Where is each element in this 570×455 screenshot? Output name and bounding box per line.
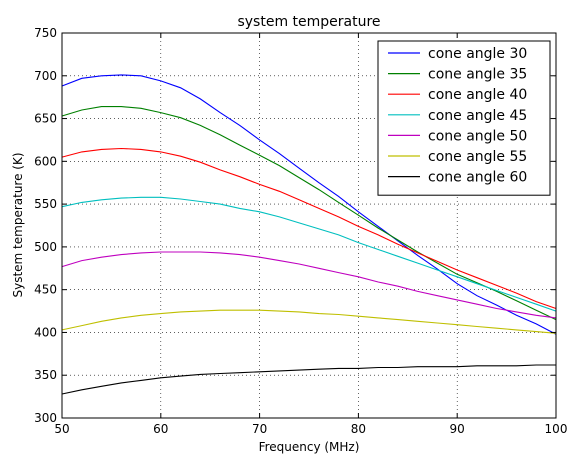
legend-label: cone angle 40: [428, 87, 527, 103]
legend-box: [377, 40, 551, 196]
series-line-1: [61, 74, 557, 335]
legend-label: cone angle 30: [428, 46, 527, 62]
series-line-3: [61, 147, 557, 310]
y-tick-label: 700: [34, 69, 57, 83]
axis-ticks: 50 60 70 80 90 100 300 350 400 450 500 550 600 650 700…: [34, 26, 567, 436]
x-tick-label: 60: [153, 422, 168, 436]
y-tick-label: 450: [34, 283, 57, 297]
plot-area-frame: [61, 32, 557, 419]
series-line-4: [61, 196, 557, 312]
legend-label: cone angle 35: [428, 67, 527, 83]
legend-label: cone angle 55: [428, 149, 527, 165]
legend: cone angle 30 cone angle 35 cone angle 40 c…: [377, 40, 551, 196]
y-axis-label: System temperature (K): [11, 152, 25, 297]
y-tick-label: 600: [34, 154, 57, 168]
y-tick-label: 550: [34, 197, 57, 211]
series-line-6: [61, 309, 557, 334]
y-tick-label: 400: [34, 325, 57, 339]
chart-title: system temperature: [237, 14, 380, 30]
y-tick-label: 500: [34, 240, 57, 254]
y-tick-label: 650: [34, 112, 57, 126]
y-tick-label: 350: [34, 368, 57, 382]
x-tick-label: 100: [545, 422, 568, 436]
x-tick-label: 90: [450, 422, 465, 436]
legend-label: cone angle 50: [428, 128, 527, 144]
series-line-5: [61, 251, 557, 319]
x-tick-label: 80: [351, 422, 366, 436]
x-axis-label: Frequency (MHz): [259, 440, 360, 454]
x-tick-label: 50: [54, 422, 69, 436]
x-tick-label: 70: [252, 422, 267, 436]
legend-label: cone angle 60: [428, 170, 527, 186]
series-lines: [61, 74, 557, 395]
y-tick-label: 300: [34, 411, 57, 425]
y-tick-label: 750: [34, 26, 57, 40]
legend-label: cone angle 45: [428, 108, 527, 124]
series-line-2: [61, 106, 557, 321]
series-line-7: [61, 364, 556, 395]
